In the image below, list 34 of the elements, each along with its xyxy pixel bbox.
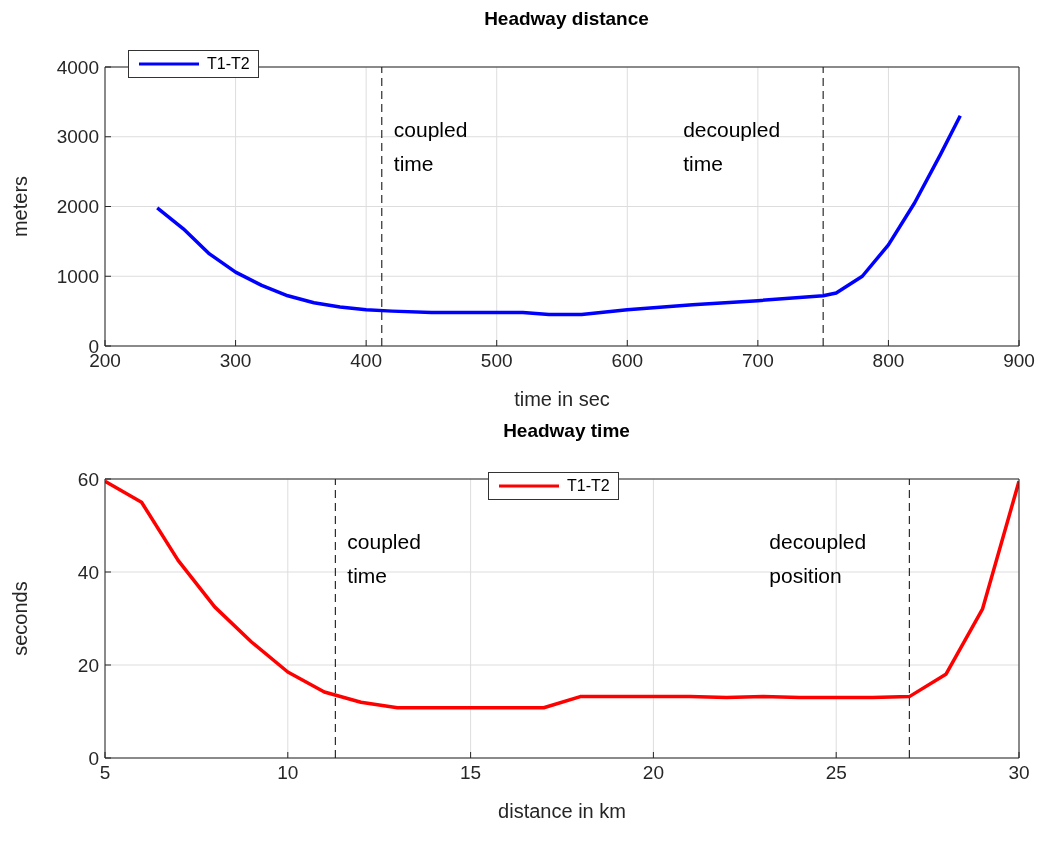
chart-title: Headway distance bbox=[483, 8, 650, 30]
x-tick-label: 30 bbox=[1008, 762, 1030, 784]
x-tick-label: 500 bbox=[480, 350, 513, 372]
y-axis-title: meters bbox=[9, 175, 32, 238]
x-tick-label: 10 bbox=[277, 762, 299, 784]
x-tick-label: 20 bbox=[642, 762, 664, 784]
y-axis-title: seconds bbox=[9, 581, 32, 656]
ref-line-label: decoupled time bbox=[683, 118, 781, 175]
ref-line-label: coupled time bbox=[393, 118, 468, 175]
x-tick-label: 900 bbox=[1003, 350, 1035, 372]
x-tick-label: 600 bbox=[611, 350, 644, 372]
y-tick-label: 60 bbox=[77, 468, 99, 490]
ref-line-label: decoupled position bbox=[769, 530, 867, 587]
ref-line-label: coupled time bbox=[347, 530, 421, 587]
x-tick-label: 300 bbox=[219, 350, 252, 372]
legend-label: T1-T2 bbox=[567, 477, 610, 495]
x-tick-label: 25 bbox=[825, 762, 847, 784]
y-tick-label: 0 bbox=[88, 747, 99, 769]
y-tick-label: 20 bbox=[77, 654, 99, 676]
x-tick-label: 700 bbox=[742, 350, 774, 372]
y-tick-label: 2000 bbox=[56, 196, 99, 218]
x-tick-label: 400 bbox=[350, 350, 382, 372]
line-series bbox=[155, 114, 962, 317]
y-tick-label: 4000 bbox=[56, 56, 99, 78]
x-tick-label: 800 bbox=[872, 350, 905, 372]
y-tick-label: 40 bbox=[77, 561, 99, 583]
x-axis-title: distance in km bbox=[498, 800, 626, 822]
chart-title: Headway time bbox=[502, 420, 631, 442]
y-tick-label: 1000 bbox=[56, 265, 99, 287]
legend-label: T1-T2 bbox=[207, 55, 250, 73]
x-tick-label: 5 bbox=[99, 762, 111, 784]
x-axis-title: time in sec bbox=[514, 388, 610, 410]
y-tick-label: 3000 bbox=[56, 126, 99, 148]
x-tick-label: 15 bbox=[460, 762, 482, 784]
